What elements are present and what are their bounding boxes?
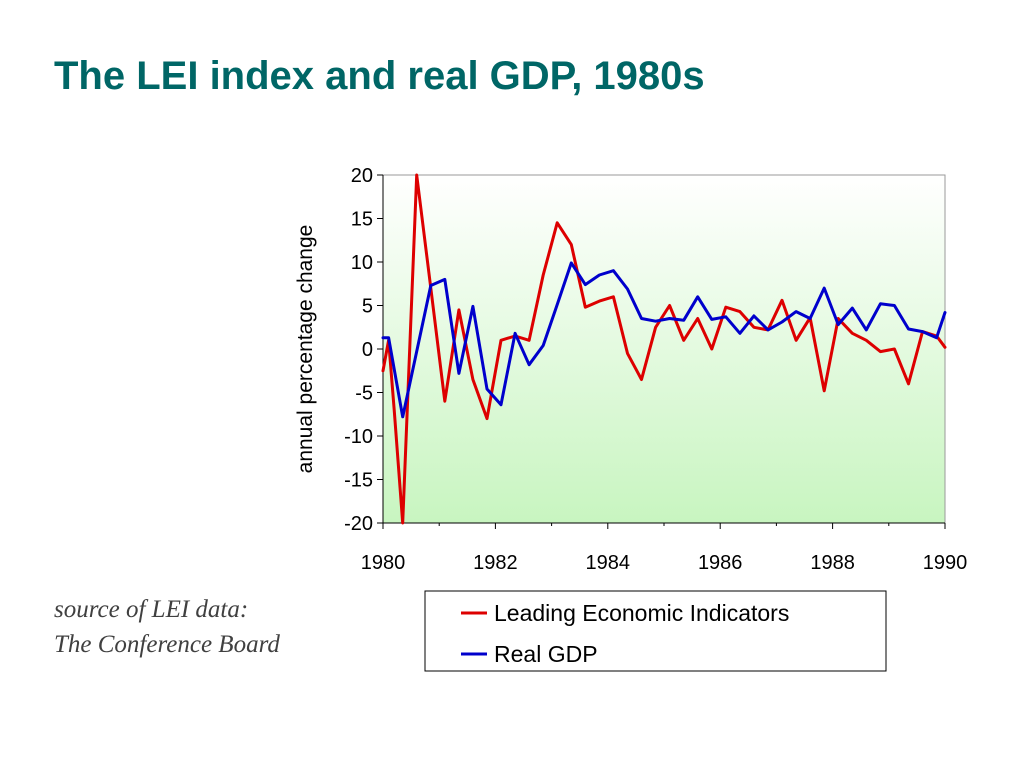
series-line-gdp [383, 263, 945, 417]
y-tick-label: 0 [362, 339, 373, 361]
slide-title: The LEI index and real GDP, 1980s [54, 54, 705, 98]
source-note-line-2: The Conference Board [54, 631, 280, 658]
series-line-lei [383, 175, 945, 523]
y-tick-label: -15 [344, 470, 373, 492]
plot-area [382, 174, 946, 524]
legend: Leading Economic Indicators Real GDP [424, 590, 887, 672]
x-tick-label: 1984 [586, 552, 631, 574]
y-tick-label: -20 [344, 513, 373, 535]
y-tick-label: 20 [351, 165, 373, 187]
source-note: source of LEI data: The Conference Board [54, 592, 280, 662]
legend-box [424, 590, 887, 672]
legend-label: Leading Economic Indicators [494, 600, 789, 626]
x-tick-label: 1980 [361, 552, 406, 574]
x-tick-label: 1988 [810, 552, 855, 574]
y-tick-label: 5 [362, 296, 373, 318]
x-tick-label: 1986 [698, 552, 743, 574]
source-note-line-1: source of LEI data: [54, 596, 249, 623]
y-tick-label: 10 [351, 252, 373, 274]
y-axis-title: annual percentage change [294, 225, 317, 474]
legend-label: Real GDP [494, 641, 598, 667]
x-tick-label: 1982 [473, 552, 518, 574]
y-tick-label: 15 [351, 209, 373, 231]
x-tick-label: 1990 [923, 552, 968, 574]
y-tick-label: -10 [344, 426, 373, 448]
y-tick-label: -5 [355, 383, 373, 405]
